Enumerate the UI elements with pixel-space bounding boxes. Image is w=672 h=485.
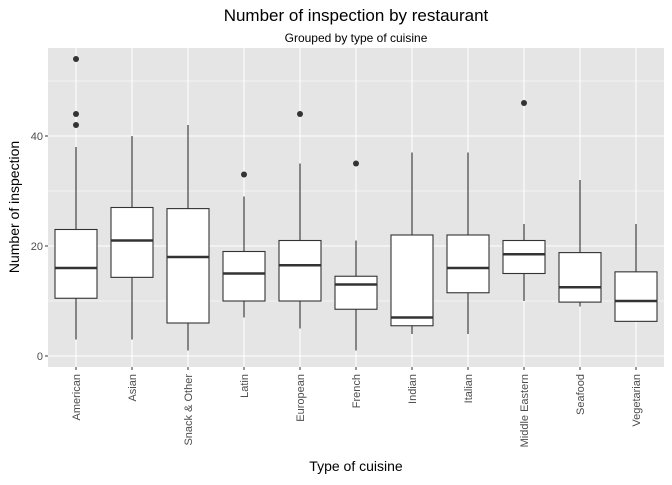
x-tick-label: Latin — [239, 374, 251, 398]
box-group — [390, 152, 434, 334]
box — [558, 252, 602, 303]
box — [54, 228, 98, 299]
box — [278, 239, 322, 302]
x-tick-label: European — [295, 374, 307, 422]
box — [446, 234, 490, 294]
x-tick-label: Seafood — [575, 374, 587, 415]
box — [222, 250, 266, 302]
outlier-point — [73, 56, 79, 62]
box — [110, 206, 154, 278]
outlier-point — [241, 171, 247, 178]
x-tick-label: Vegetarian — [631, 374, 643, 427]
x-tick-label: Middle Eastern — [519, 374, 531, 447]
axes: 0 20 40 American Asian Snack & Other Latin Euro… — [31, 131, 643, 447]
box-group — [222, 171, 266, 318]
box — [166, 208, 210, 324]
box — [334, 275, 378, 310]
x-tick-label: Snack & Other — [183, 374, 195, 446]
y-axis-label: Number of inspection — [6, 141, 22, 273]
x-tick-label: American — [71, 374, 83, 420]
x-tick-label: Italian — [463, 374, 475, 403]
x-tick-label: French — [351, 374, 363, 408]
y-tick-label: 40 — [31, 131, 43, 143]
box — [502, 239, 546, 275]
outlier-point — [73, 122, 79, 128]
box-group — [166, 125, 210, 351]
boxes — [54, 56, 658, 351]
x-tick-label: Indian — [407, 374, 419, 404]
box — [390, 234, 434, 327]
y-tick-label: 20 — [31, 241, 43, 253]
box-group — [502, 100, 546, 301]
box-group — [446, 152, 490, 334]
box-group — [558, 180, 602, 307]
box-group — [334, 160, 378, 351]
x-axis-label: Type of cuisine — [309, 458, 403, 474]
outlier-point — [73, 111, 79, 117]
chart-subtitle: Grouped by type of cuisine — [285, 31, 428, 45]
box-group — [614, 224, 658, 322]
box — [614, 271, 658, 322]
box-group — [278, 111, 322, 329]
x-tick-label: Asian — [127, 374, 139, 402]
outlier-point — [353, 160, 359, 167]
outlier-point — [297, 111, 303, 117]
box-group — [54, 56, 98, 340]
y-tick-label: 0 — [37, 351, 43, 363]
outlier-point — [521, 100, 527, 106]
chart-title: Number of inspection by restaurant — [224, 6, 489, 25]
box-group — [110, 136, 154, 340]
